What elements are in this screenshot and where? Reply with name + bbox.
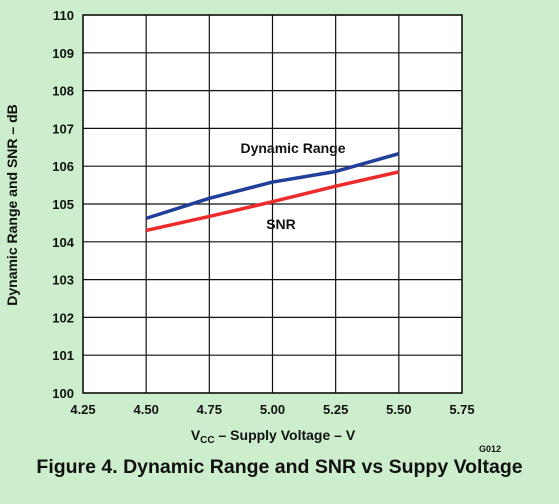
y-tick-label: 100 [52,386,74,401]
y-tick-label: 107 [52,121,74,136]
x-tick-label: 4.25 [70,402,95,417]
series-label-dynamic-range: Dynamic Range [240,140,345,156]
y-tick-label: 102 [52,310,74,325]
x-tick-label: 5.75 [449,402,474,417]
y-tick-label: 109 [52,46,74,61]
x-tick-label: 5.50 [386,402,411,417]
y-tick-label: 105 [52,197,74,212]
x-axis-label: VCC – Supply Voltage – V [191,427,356,446]
plot-border [82,14,463,394]
figure-caption: Figure 4. Dynamic Range and SNR vs Suppy… [36,456,523,478]
y-tick-label: 108 [52,84,74,99]
y-tick-label: 103 [52,273,74,288]
figure-code: G012 [479,444,501,454]
y-tick-label: 106 [52,159,74,174]
x-tick-label: 5.25 [323,402,348,417]
y-axis-label: Dynamic Range and SNR – dB [4,104,20,306]
y-tick-label: 110 [53,8,74,23]
x-tick-label: 4.50 [134,402,159,417]
series-label-snr: SNR [266,216,296,232]
y-tick-label: 104 [52,235,74,250]
y-tick-label: 101 [52,348,74,363]
x-tick-label: 5.00 [260,402,285,417]
series-line-snr [145,170,400,233]
x-tick-label: 4.75 [197,402,222,417]
series-line-dynamic-range [145,152,400,221]
